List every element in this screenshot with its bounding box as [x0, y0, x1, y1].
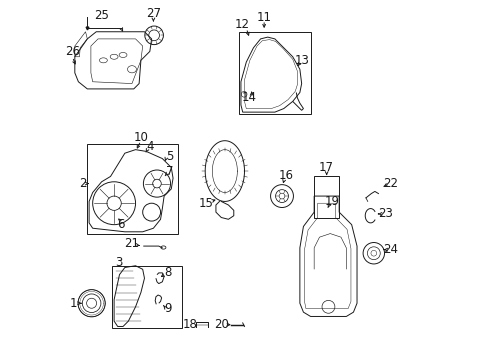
Text: 23: 23 [377, 207, 392, 220]
Text: 12: 12 [234, 18, 249, 31]
Text: 14: 14 [241, 91, 256, 104]
Text: 18: 18 [183, 318, 197, 331]
Text: 3: 3 [115, 256, 122, 269]
Text: 10: 10 [133, 131, 148, 144]
Text: 6: 6 [117, 218, 125, 231]
Text: 9: 9 [163, 302, 171, 315]
Bar [239, 32, 310, 114]
Text: 26: 26 [65, 45, 80, 58]
Text: 5: 5 [165, 150, 173, 163]
Text: 17: 17 [319, 161, 333, 174]
Text: 2: 2 [79, 177, 86, 190]
Text: 21: 21 [124, 237, 139, 250]
Text: 27: 27 [145, 8, 161, 21]
Text: 11: 11 [256, 11, 271, 24]
Text: 19: 19 [324, 195, 339, 208]
Text: 20: 20 [213, 318, 228, 331]
Text: 16: 16 [279, 169, 294, 182]
Text: 1: 1 [70, 297, 77, 310]
Text: 13: 13 [294, 54, 308, 67]
Bar [87, 144, 178, 234]
Text: 22: 22 [383, 177, 398, 190]
Text: 4: 4 [146, 140, 153, 153]
Text: 24: 24 [383, 243, 398, 256]
Text: 8: 8 [163, 266, 171, 279]
Text: 25: 25 [94, 9, 109, 22]
Bar [112, 266, 182, 328]
Bar [313, 176, 339, 217]
Text: 7: 7 [165, 165, 173, 177]
Text: 15: 15 [198, 197, 213, 210]
